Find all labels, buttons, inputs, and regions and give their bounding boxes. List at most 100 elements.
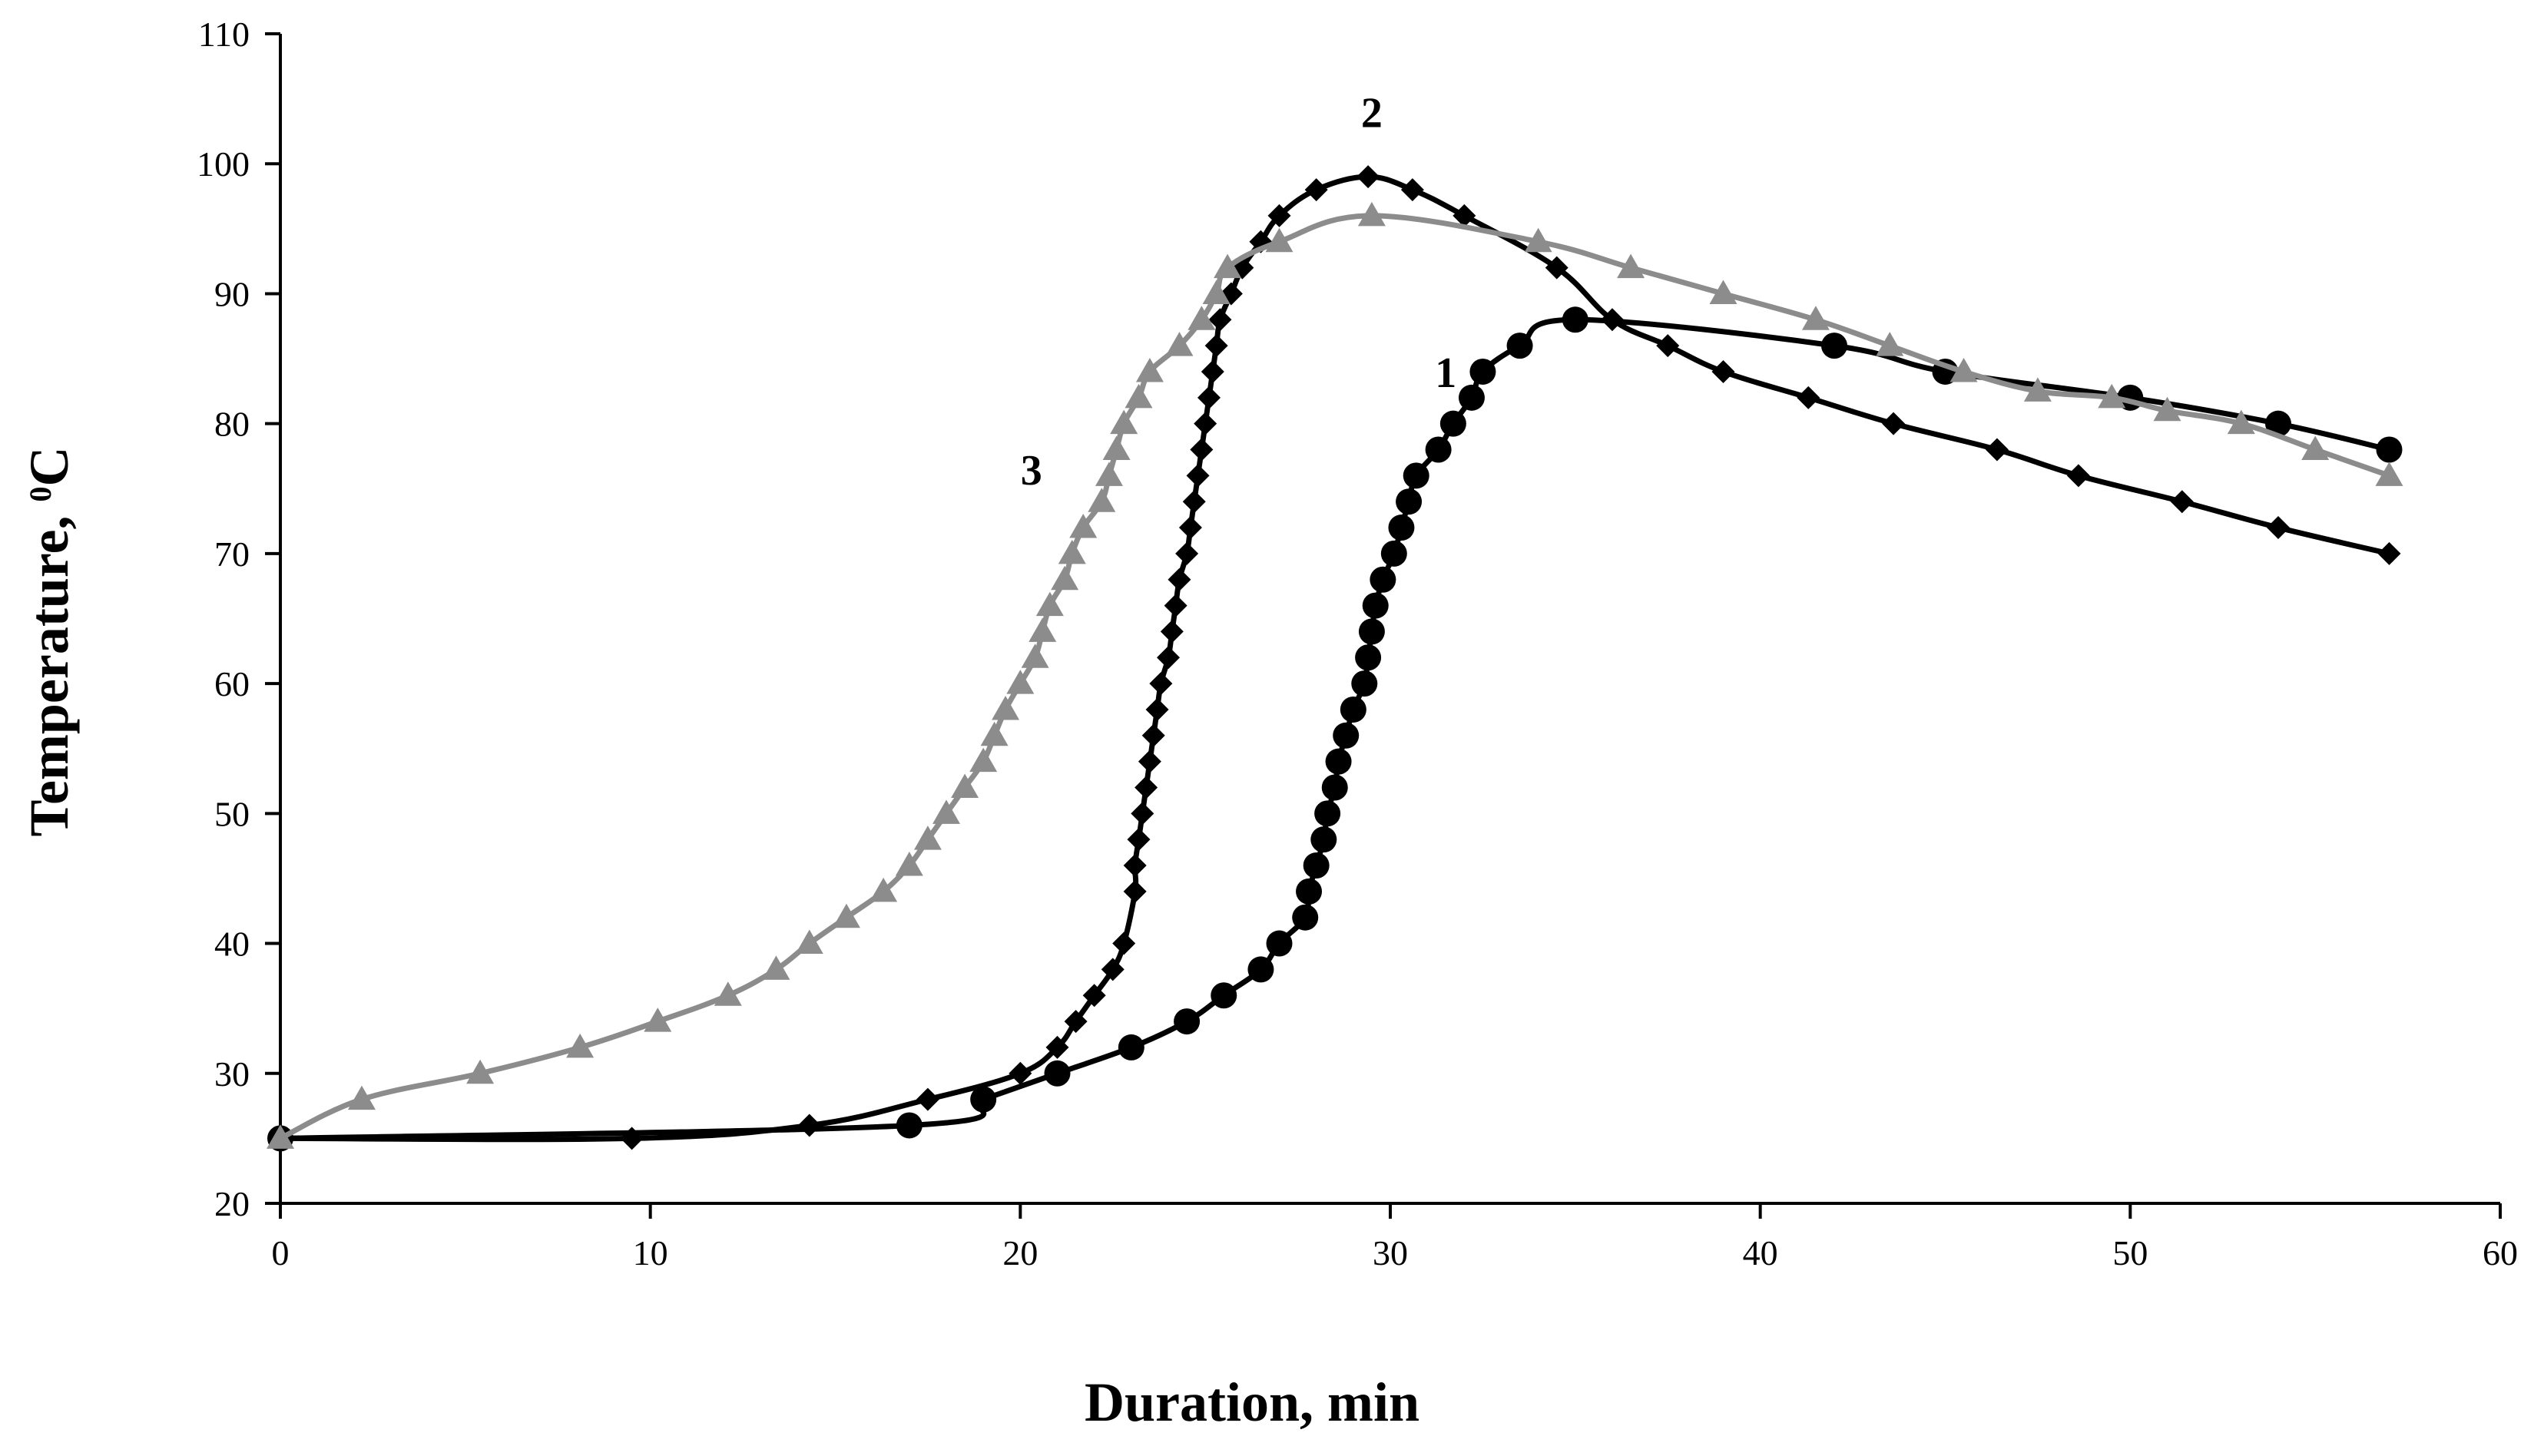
series-3-point (2227, 409, 2255, 435)
x-tick-label: 50 (2112, 1233, 2148, 1272)
series-2-point (1204, 334, 1228, 358)
series-1-point (1174, 1008, 1201, 1035)
x-tick-label: 20 (1002, 1233, 1038, 1272)
y-tick-label: 60 (214, 664, 250, 703)
series-2-point (1082, 984, 1106, 1008)
series-3-point (913, 826, 942, 850)
series-1-point (1469, 358, 1496, 385)
series-3-point (2098, 383, 2126, 409)
series-1-point (896, 1112, 923, 1139)
series-3-point (1876, 332, 1904, 356)
x-tick-label: 0 (272, 1233, 290, 1272)
series-3-point (1029, 617, 1057, 642)
y-tick-label: 110 (198, 15, 250, 54)
series-1-point (2265, 410, 2291, 437)
series-1-point (1325, 748, 1352, 775)
series-2-point (1178, 516, 1202, 540)
series-2-point (1304, 178, 1328, 202)
series-3-point (1135, 357, 1164, 382)
series-2-point (1267, 204, 1291, 227)
y-tick-label: 90 (214, 274, 250, 313)
series-2-point (1985, 438, 2009, 462)
series-1-point (1310, 826, 1337, 853)
series-layer: 1 2 3 (267, 90, 2403, 1152)
series-2-point (1656, 334, 1680, 358)
series-3-point (1021, 644, 1049, 668)
y-axis-title-prefix: Temperature, (18, 502, 80, 837)
series-3: 3 (267, 201, 2403, 1149)
series-2-label: 2 (1361, 90, 1383, 137)
series-2-point (1135, 776, 1158, 799)
series-3-point (1095, 462, 1123, 486)
series-1: 1 (267, 306, 2403, 1152)
series-1-point (1266, 930, 1293, 957)
x-tick-label: 40 (1743, 1233, 1778, 1272)
series-3-point (1058, 539, 1086, 564)
series-1-point (1380, 540, 1407, 567)
series-3-line (279, 213, 2390, 1141)
series-3-point (1214, 253, 1242, 279)
series-2-point (1131, 802, 1154, 826)
series-3-point (1051, 565, 1079, 591)
series-1-point (1118, 1034, 1144, 1061)
series-3-point (1617, 253, 1645, 279)
series-3-point (1202, 280, 1231, 304)
series-3-point (1102, 435, 1131, 461)
series-3-label: 3 (1021, 447, 1042, 495)
series-2-point (2377, 541, 2401, 565)
series-1-point (1340, 696, 1366, 723)
series-3-point (992, 695, 1020, 720)
series-3-point (1165, 332, 1194, 356)
series-1-point (970, 1086, 997, 1113)
series-3-point (969, 747, 998, 773)
x-tick-label: 60 (2483, 1233, 2518, 1272)
series-2-point (916, 1087, 939, 1111)
series-3-point (347, 1085, 376, 1110)
series-3-point (714, 981, 742, 1006)
series-2-point (1175, 541, 1199, 565)
series-3-point (795, 929, 823, 955)
series-3-point (2153, 396, 2181, 422)
series-3-point (951, 773, 979, 798)
series-2-point (1711, 359, 1735, 383)
series-2-point (1101, 958, 1125, 981)
series-3-point (466, 1059, 495, 1084)
series-2-point (1208, 308, 1232, 332)
series-1-point (1351, 670, 1378, 697)
series-2-point (1123, 879, 1147, 903)
series-1-point (1292, 904, 1319, 931)
series-2-point (1882, 412, 1906, 435)
series-2-point (1045, 1035, 1069, 1059)
series-3-point (267, 1124, 294, 1149)
x-axis-title: Duration, min (1085, 1372, 1419, 1433)
series-2-point (1356, 165, 1380, 189)
series-1-point (1562, 306, 1588, 333)
series-2-point (1545, 256, 1568, 280)
series-1-point (1388, 515, 1415, 541)
series-2-point (1182, 490, 1206, 514)
x-tick-label: 10 (633, 1233, 668, 1272)
series-1-point (1211, 982, 1237, 1009)
series-1-point (1333, 722, 1360, 749)
series-1-point (1362, 592, 1389, 619)
series-1-point (1355, 644, 1382, 671)
series-2-point (1149, 672, 1173, 696)
series-1-point (1396, 488, 1423, 515)
series-2-point (2267, 516, 2290, 540)
axes: 0 10 20 30 40 50 60 20 30 40 50 60 70 80 90 100 110 (197, 15, 2518, 1272)
series-1-point (1358, 618, 1385, 645)
series-2-point (1201, 359, 1224, 383)
series-1-point (1458, 384, 1485, 411)
series-1-point (1370, 566, 1396, 593)
series-3-point (1357, 201, 1386, 227)
series-2-point (1138, 750, 1161, 773)
series-3-point (895, 852, 923, 876)
series-2-point (1400, 178, 1424, 202)
series-1-point (1439, 410, 1466, 437)
series-3-point (1524, 227, 1552, 253)
series-2-point (1112, 932, 1136, 955)
series-3-point (1709, 280, 1737, 304)
series-1-point (1821, 333, 1847, 359)
series-3-point (566, 1033, 595, 1058)
series-3-point (1110, 409, 1138, 435)
